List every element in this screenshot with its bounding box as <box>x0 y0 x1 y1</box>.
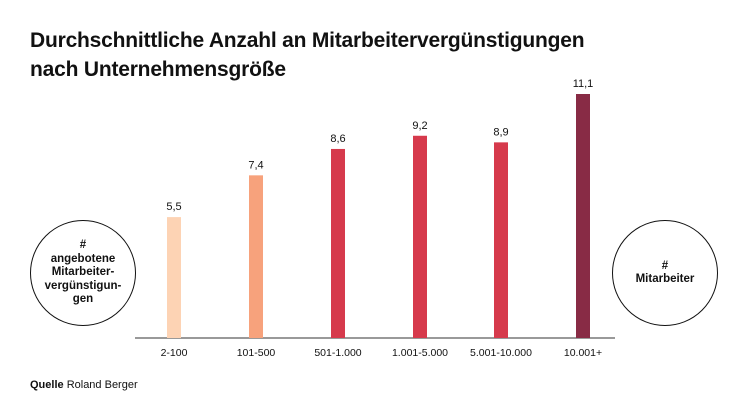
bar-501-1.000 <box>331 148 345 338</box>
value-label-1.001-5.000: 9,2 <box>412 120 427 132</box>
category-label-1.001-5.000: 1.001-5.000 <box>392 347 448 359</box>
x-axis-label-circle: # Mitarbeiter <box>612 220 718 326</box>
category-label-2-100: 2-100 <box>161 347 188 359</box>
y-axis-label-line-2: Mitarbeiter- <box>51 266 115 279</box>
bar-1.001-5.000 <box>413 135 427 338</box>
value-labels-group: 5,5 7,4 8,6 9,2 8,9 11,1 <box>166 78 593 213</box>
y-axis-symbol: # <box>79 239 87 252</box>
bar-10.001+ <box>576 94 590 338</box>
category-label-501-1.000: 501-1.000 <box>314 347 361 359</box>
category-label-10.001+: 10.001+ <box>564 347 602 359</box>
chart-title-line-1: Durchschnittliche Anzahl an Mitarbeiterv… <box>30 29 585 52</box>
bar-5.001-10.000 <box>494 142 508 338</box>
value-label-101-500: 7,4 <box>248 159 263 171</box>
y-axis-label-line-1: angebotene <box>50 252 116 265</box>
chart-title-line-2: nach Unternehmensgröße <box>30 58 286 81</box>
x-axis-label: Mitarbeiter <box>635 273 695 285</box>
category-label-101-500: 101-500 <box>237 347 276 359</box>
bar-101-500 <box>249 175 263 338</box>
category-labels-group: 2-100 101-500 501-1.000 1.001-5.000 5.001-10… <box>161 347 603 359</box>
bars-group <box>167 94 590 338</box>
bar-2-100 <box>167 217 181 338</box>
value-label-10.001+: 11,1 <box>573 78 594 90</box>
y-axis-label-line-3: vergünstigun- <box>44 279 122 292</box>
value-label-501-1.000: 8,6 <box>330 133 345 145</box>
source-label: Quelle <box>30 379 64 391</box>
category-label-5.001-10.000: 5.001-10.000 <box>470 347 532 359</box>
value-label-2-100: 5,5 <box>166 201 181 213</box>
y-axis-label-circle: # angebotene Mitarbeiter- vergünstigun- … <box>30 220 136 326</box>
y-axis-label-line-4: gen <box>72 293 94 306</box>
source-note: Quelle Roland Berger <box>30 378 138 392</box>
source-text: Roland Berger <box>66 379 138 391</box>
chart-title: Durchschnittliche Anzahl an Mitarbeiterv… <box>30 26 670 84</box>
value-label-5.001-10.000: 8,9 <box>493 126 508 138</box>
x-axis-symbol: # <box>661 259 669 272</box>
